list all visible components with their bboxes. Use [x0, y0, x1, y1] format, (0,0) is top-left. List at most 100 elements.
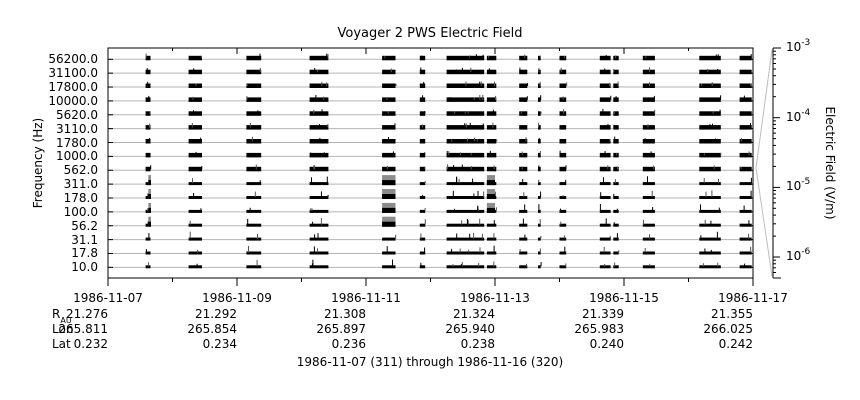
field-spike [523, 192, 525, 197]
channel-band [559, 209, 567, 213]
field-spike [150, 165, 152, 170]
y-tick-label: 1780.0 [56, 135, 98, 150]
field-spike [192, 96, 194, 100]
field-spike [464, 111, 466, 114]
field-spike [540, 111, 542, 114]
channel-band [309, 152, 329, 158]
channel-band [382, 125, 396, 130]
field-spike [256, 259, 258, 267]
field-spike [748, 151, 750, 156]
channel-band [246, 223, 262, 227]
x-tick-label: 1986-11-17 [718, 291, 788, 305]
ephemeris-row-label: Lon [52, 322, 74, 336]
channel-band [739, 69, 752, 75]
channel-band [642, 166, 655, 172]
field-spike [565, 263, 567, 267]
channel-band [642, 237, 655, 241]
channel-band [309, 111, 329, 116]
ephemeris-value: 21.324 [453, 307, 495, 321]
channel-band [599, 111, 611, 116]
field-spike [559, 150, 561, 156]
field-spike [465, 123, 467, 128]
channel-band [419, 209, 426, 213]
field-spike [147, 193, 149, 197]
field-spike [476, 139, 478, 142]
field-spike [488, 68, 490, 73]
y-tick-label: 562.0 [63, 163, 98, 178]
field-spike [563, 109, 565, 114]
field-spike [649, 234, 650, 239]
channel-band [145, 97, 151, 102]
field-spike [447, 164, 449, 170]
channel-band [246, 237, 262, 241]
field-spike [649, 67, 650, 73]
channel-band [486, 152, 497, 158]
field-spike [616, 152, 618, 156]
y-tick-label: 31.1 [71, 232, 98, 247]
field-spike [613, 124, 615, 128]
channel-band [446, 97, 485, 102]
field-spike [467, 138, 469, 142]
y-tick-label: 100.0 [63, 204, 98, 219]
field-spike [750, 83, 752, 86]
field-spike [538, 137, 540, 142]
channel-band [309, 69, 329, 75]
channel-band [145, 237, 151, 241]
channel-band [145, 223, 151, 227]
field-spike [424, 111, 426, 114]
y-tick-label: 17800.0 [48, 80, 98, 95]
field-spike [477, 205, 479, 211]
field-spike [311, 263, 313, 267]
x-tick-label: 1986-11-13 [460, 291, 530, 305]
channel-band [699, 166, 721, 172]
field-spike [607, 165, 609, 170]
field-spike [193, 110, 195, 114]
field-spike [602, 108, 604, 114]
channel-band [145, 69, 151, 75]
field-spike [189, 220, 191, 225]
channel-band [538, 209, 541, 213]
ephemeris-value: 0.232 [73, 337, 108, 351]
channel-band [613, 139, 619, 144]
field-spike [540, 95, 542, 100]
channel-band [309, 209, 329, 213]
field-spike [700, 235, 702, 239]
channel-band [446, 152, 485, 158]
field-spike [649, 263, 651, 267]
channel-band [246, 182, 262, 186]
channel-band [246, 69, 262, 75]
enhanced-interval [148, 175, 151, 227]
channel-band [613, 125, 619, 130]
field-spike [519, 67, 521, 73]
field-spike [461, 164, 463, 170]
field-spike [251, 136, 253, 142]
field-spike [522, 179, 524, 184]
channel-band [642, 209, 655, 213]
field-spike [560, 221, 562, 225]
field-spike [320, 218, 322, 225]
field-spike [424, 247, 426, 253]
colorbar [755, 47, 781, 279]
ephemeris-value: 266.025 [703, 322, 753, 336]
field-spike [609, 139, 611, 142]
field-spike [618, 250, 620, 253]
field-spike [479, 247, 481, 253]
field-spike [420, 233, 422, 239]
field-spike [247, 218, 249, 225]
field-spike [323, 152, 325, 156]
field-spike [149, 153, 151, 156]
field-spike [539, 219, 541, 225]
data-layer [145, 53, 753, 269]
channel-band [599, 125, 611, 130]
field-spike [313, 246, 315, 253]
channel-band [642, 97, 655, 102]
field-spike [718, 178, 719, 184]
field-spike [493, 245, 495, 253]
field-spike [191, 122, 193, 128]
field-spike [386, 246, 388, 253]
channel-band [739, 196, 752, 199]
field-spike [614, 111, 615, 114]
field-spike [492, 109, 494, 114]
field-spike [703, 177, 705, 184]
